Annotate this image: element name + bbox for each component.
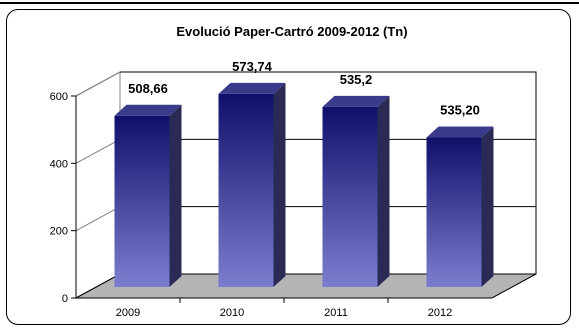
data-label-2010: 573,74: [232, 59, 273, 74]
top-border-line: [0, 2, 579, 4]
y-tick-label: 0: [62, 293, 68, 305]
bar-side-2010: [273, 82, 286, 287]
data-label-2009: 508,66: [128, 81, 168, 96]
bar-front-2010: [218, 93, 274, 287]
y-tick-label: 600: [50, 91, 68, 103]
x-tick-label: 2012: [428, 307, 452, 319]
gridline-side: [75, 71, 121, 97]
chart-title: Evolució Paper-Cartró 2009-2012 (Tn): [176, 24, 407, 39]
y-tick-label: 200: [50, 226, 68, 238]
bar-side-2009: [169, 104, 182, 288]
gridline-side: [75, 138, 121, 164]
data-label-2012: 535,20: [440, 103, 480, 118]
bar-front-2009: [114, 115, 170, 288]
gridline-side: [75, 206, 121, 232]
side-wall: [75, 71, 121, 299]
data-label-2011: 535,2: [340, 72, 373, 87]
x-tick-label: 2010: [220, 307, 244, 319]
bar-side-2012: [481, 126, 494, 288]
bar-top-2012: [426, 126, 494, 138]
x-tick-label: 2009: [116, 307, 140, 319]
x-tick-label: 2011: [324, 307, 348, 319]
y-tick-label: 400: [50, 158, 68, 170]
bar-top-2009: [114, 104, 182, 116]
bar-front-2012: [426, 137, 482, 287]
bar-top-2010: [218, 82, 286, 94]
bar-top-2011: [322, 95, 390, 107]
bar-front-2011: [322, 106, 378, 287]
bar-side-2011: [377, 95, 390, 287]
